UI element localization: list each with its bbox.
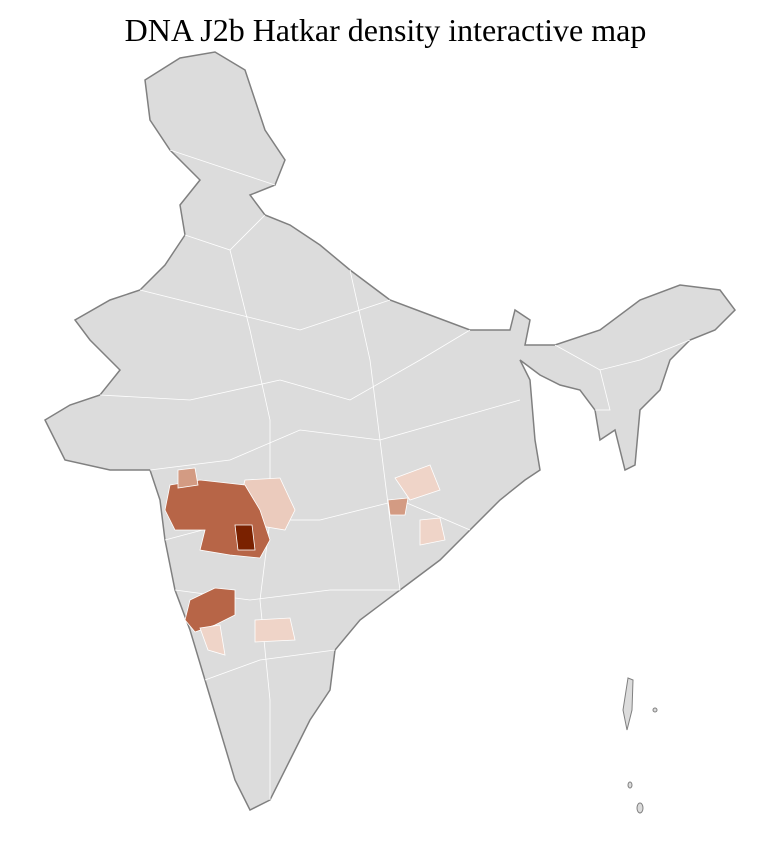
region-light [394,464,441,501]
map-title: DNA J2b Hatkar density interactive map [124,12,647,48]
islands [622,677,658,814]
region-dark [234,524,256,551]
region-light [177,467,199,489]
density-regions [164,464,446,656]
region-light [254,617,296,643]
region-medium-light [387,497,409,516]
region-light [419,517,446,546]
region-medium [184,587,236,633]
region-light [199,624,226,656]
